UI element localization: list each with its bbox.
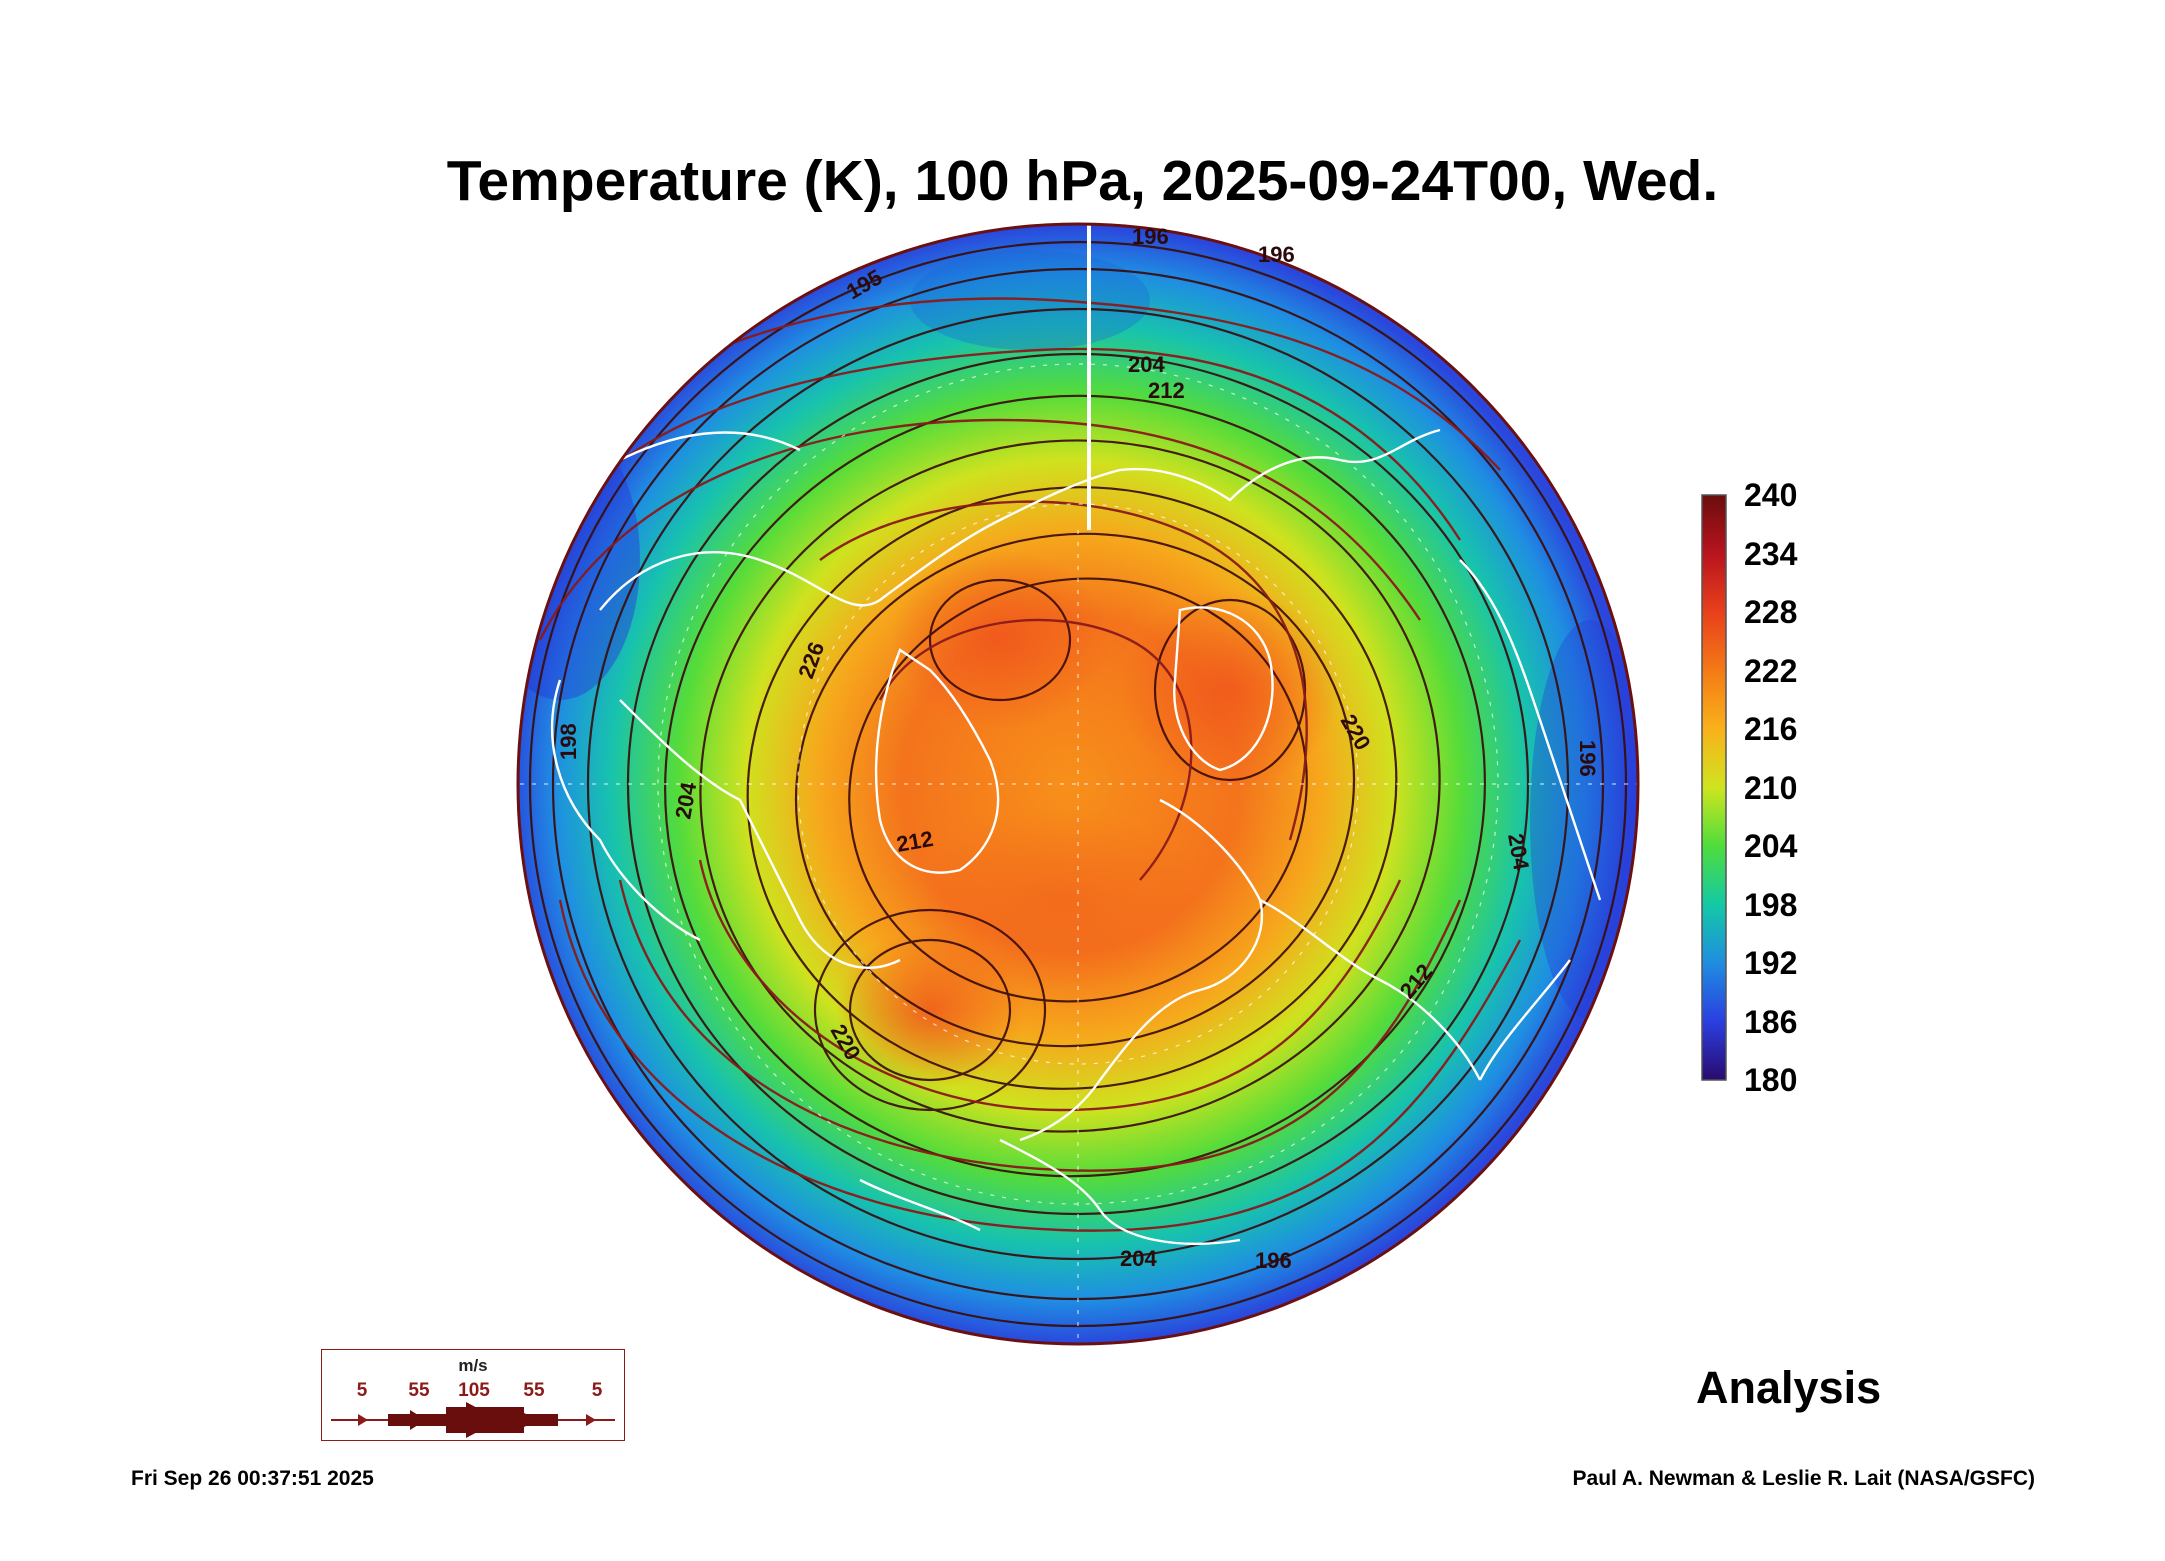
map-boundary <box>516 222 1640 1346</box>
colorbar-tick-label: 192 <box>1744 945 1798 981</box>
colorbar-tick-label: 204 <box>1744 828 1798 864</box>
colorbar-tick-label: 180 <box>1744 1062 1798 1098</box>
coastlines <box>550 428 1602 1245</box>
colorbar-gradient <box>1701 494 1727 1081</box>
credit: Paul A. Newman & Leslie R. Lait (NASA/GS… <box>1572 1467 2035 1490</box>
wind-key-value: 5 <box>356 1380 368 1401</box>
contour-label: 212 <box>1148 378 1185 403</box>
colorbar-tick-label: 222 <box>1744 652 1798 689</box>
colorbar-tick-label: 228 <box>1744 594 1798 630</box>
colorbar-tick-label: 240 <box>1744 477 1798 513</box>
map-title: Temperature (K), 100 hPa, 2025-09-24T00,… <box>446 149 1719 213</box>
analysis-label: Analysis <box>1696 1362 1882 1413</box>
contour-label: 204 <box>1120 1246 1157 1271</box>
contour-label: 198 <box>556 723 581 760</box>
contour-label: 196 <box>1132 224 1169 249</box>
wind-speed-key: m/s 5 55 105 55 5 <box>321 1349 625 1441</box>
wind-key-value: 5 <box>591 1380 603 1401</box>
graticule <box>520 363 1638 1344</box>
wind-key-arrows <box>331 1402 615 1438</box>
colorbar-tick-label: 216 <box>1744 711 1798 747</box>
contour-label: 196 <box>1255 1248 1292 1273</box>
contour-label: 204 <box>1128 352 1165 377</box>
timestamp: Fri Sep 26 00:37:51 2025 <box>131 1467 374 1490</box>
wind-key-value: 55 <box>523 1380 545 1401</box>
wind-key-unit: m/s <box>458 1356 488 1375</box>
colorbar-tick-label: 198 <box>1744 886 1798 923</box>
colorbar-tick-label: 186 <box>1744 1003 1798 1040</box>
wind-key-value: 55 <box>408 1380 430 1401</box>
contour-label: 196 <box>1258 242 1295 267</box>
contour-label: 196 <box>1575 740 1600 777</box>
colorbar <box>1701 494 1727 1081</box>
colorbar-tick-label: 234 <box>1744 535 1798 572</box>
colorbar-tick-label: 210 <box>1744 769 1798 806</box>
wind-streamlines <box>538 297 1522 1232</box>
wind-key-value: 105 <box>458 1380 490 1401</box>
